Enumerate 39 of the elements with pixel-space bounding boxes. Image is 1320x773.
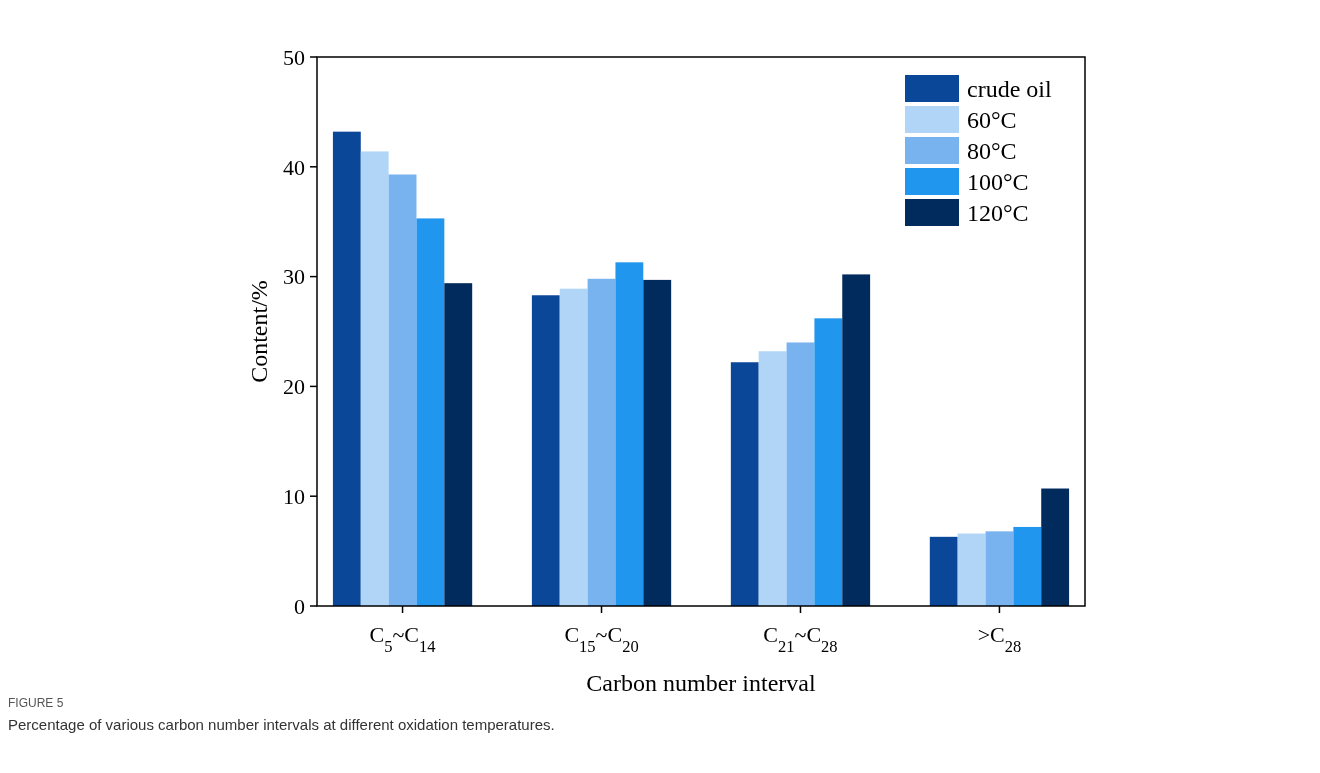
bar bbox=[814, 318, 843, 606]
bar bbox=[444, 283, 473, 606]
x-axis-title: Carbon number interval bbox=[586, 670, 816, 696]
y-tick-label: 30 bbox=[283, 264, 305, 290]
legend-label: 120°C bbox=[967, 200, 1029, 227]
x-tick-label: C$_{15}$~C$_{20}$ bbox=[564, 622, 639, 656]
y-tick-label: 0 bbox=[294, 593, 305, 619]
bar bbox=[1041, 488, 1070, 606]
y-tick-label: 10 bbox=[283, 483, 305, 509]
legend-label: crude oil bbox=[967, 76, 1052, 103]
bar bbox=[985, 531, 1014, 606]
bar bbox=[360, 151, 389, 606]
bar bbox=[758, 351, 787, 606]
x-tick-label: C$_{5}$~C$_{14}$ bbox=[369, 622, 436, 656]
bar bbox=[786, 342, 815, 606]
x-tick-label: >C$_{28}$ bbox=[977, 622, 1022, 656]
legend-label: 60°C bbox=[967, 107, 1017, 134]
bar bbox=[388, 174, 417, 606]
bar bbox=[615, 262, 644, 606]
bar bbox=[531, 295, 560, 606]
y-tick-label: 20 bbox=[283, 374, 305, 400]
bar bbox=[1013, 526, 1042, 606]
bar bbox=[587, 278, 616, 606]
bar bbox=[929, 536, 958, 606]
bar bbox=[842, 274, 871, 606]
bar bbox=[559, 288, 588, 606]
bar bbox=[332, 131, 361, 606]
y-tick-label: 50 bbox=[283, 44, 305, 70]
bar bbox=[643, 279, 672, 606]
bar bbox=[957, 533, 986, 606]
legend-label: 100°C bbox=[967, 169, 1029, 196]
y-tick-label: 40 bbox=[283, 154, 305, 180]
bar bbox=[416, 218, 445, 606]
bar bbox=[730, 362, 759, 606]
legend-label: 80°C bbox=[967, 138, 1017, 165]
x-tick-label: C$_{21}$~C$_{28}$ bbox=[763, 622, 838, 656]
text: Percentage of various carbon number intervals at different oxidation temperatures. bbox=[8, 716, 555, 733]
y-axis-title: Content/% bbox=[246, 280, 272, 383]
caption: FIGURE 5 bbox=[8, 696, 64, 710]
